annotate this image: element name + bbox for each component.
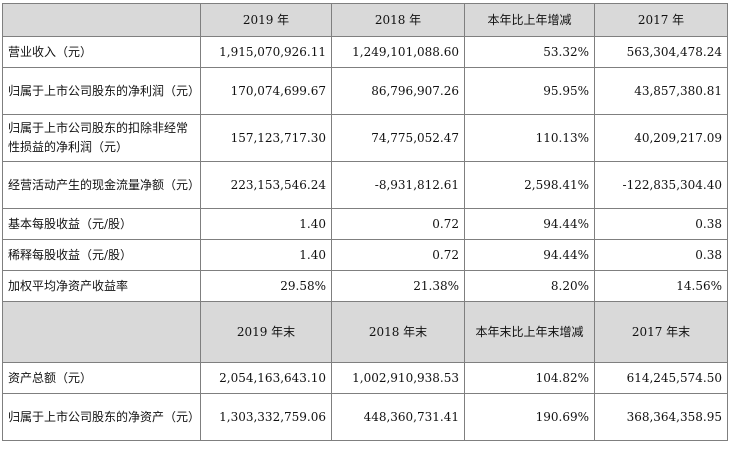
value-cell: 43,857,380.81 (594, 67, 728, 115)
value-cell: 53.32% (464, 36, 595, 68)
table-row: 归属于上市公司股东的净资产（元） 1,303,332,759.06 448,36… (2, 393, 728, 441)
row-label: 基本每股收益（元/股） (2, 208, 201, 240)
value-cell: 1.40 (200, 239, 332, 271)
row-label: 加权平均净资产收益率 (2, 270, 201, 302)
table-row: 营业收入（元） 1,915,070,926.11 1,249,101,088.6… (2, 36, 728, 68)
value-cell: 614,245,574.50 (594, 362, 728, 394)
value-cell: 21.38% (331, 270, 465, 302)
value-cell: 223,153,546.24 (200, 161, 332, 209)
value-cell: 2,054,163,643.10 (200, 362, 332, 394)
value-cell: -122,835,304.40 (594, 161, 728, 209)
value-cell: 0.38 (594, 239, 728, 271)
header-cell-blank (2, 3, 201, 37)
table-row: 资产总额（元） 2,054,163,643.10 1,002,910,938.5… (2, 362, 728, 394)
row-label: 资产总额（元） (2, 362, 201, 394)
header-row-year-end: 2019 年末 2018 年末 本年末比上年末增减 2017 年末 (2, 301, 728, 363)
row-label: 归属于上市公司股东的净资产（元） (2, 393, 201, 441)
table-row: 基本每股收益（元/股） 1.40 0.72 94.44% 0.38 (2, 208, 728, 240)
value-cell: 29.58% (200, 270, 332, 302)
value-cell: 190.69% (464, 393, 595, 441)
value-cell: 157,123,717.30 (200, 114, 332, 162)
header-cell-2017: 2017 年 (594, 3, 728, 37)
header-cell-change: 本年比上年增减 (464, 3, 595, 37)
value-cell: 1.40 (200, 208, 332, 240)
header-cell-2019-end: 2019 年末 (200, 301, 332, 363)
value-cell: 170,074,699.67 (200, 67, 332, 115)
value-cell: 95.95% (464, 67, 595, 115)
header-cell-2018-end: 2018 年末 (331, 301, 465, 363)
value-cell: 448,360,731.41 (331, 393, 465, 441)
header-cell-2017-end: 2017 年末 (594, 301, 728, 363)
value-cell: 86,796,907.26 (331, 67, 465, 115)
value-cell: 40,209,217.09 (594, 114, 728, 162)
row-label: 归属于上市公司股东的扣除非经常性损益的净利润（元） (2, 114, 201, 162)
value-cell: 1,915,070,926.11 (200, 36, 332, 68)
header-row-annual: 2019 年 2018 年 本年比上年增减 2017 年 (2, 3, 728, 37)
value-cell: 368,364,358.95 (594, 393, 728, 441)
header-cell-2019: 2019 年 (200, 3, 332, 37)
key-financial-data-table: 2019 年 2018 年 本年比上年增减 2017 年 营业收入（元） 1,9… (2, 3, 728, 441)
value-cell: 110.13% (464, 114, 595, 162)
value-cell: 14.56% (594, 270, 728, 302)
row-label: 营业收入（元） (2, 36, 201, 68)
value-cell: 0.72 (331, 208, 465, 240)
value-cell: 8.20% (464, 270, 595, 302)
value-cell: 2,598.41% (464, 161, 595, 209)
value-cell: -8,931,812.61 (331, 161, 465, 209)
value-cell: 74,775,052.47 (331, 114, 465, 162)
table-row: 归属于上市公司股东的净利润（元） 170,074,699.67 86,796,9… (2, 67, 728, 115)
header-cell-change-end: 本年末比上年末增减 (464, 301, 595, 363)
value-cell: 104.82% (464, 362, 595, 394)
value-cell: 94.44% (464, 239, 595, 271)
table-row: 经营活动产生的现金流量净额（元） 223,153,546.24 -8,931,8… (2, 161, 728, 209)
value-cell: 0.38 (594, 208, 728, 240)
value-cell: 94.44% (464, 208, 595, 240)
row-label: 归属于上市公司股东的净利润（元） (2, 67, 201, 115)
table-row: 加权平均净资产收益率 29.58% 21.38% 8.20% 14.56% (2, 270, 728, 302)
value-cell: 1,303,332,759.06 (200, 393, 332, 441)
value-cell: 0.72 (331, 239, 465, 271)
row-label: 经营活动产生的现金流量净额（元） (2, 161, 201, 209)
header-cell-blank (2, 301, 201, 363)
table-row: 归属于上市公司股东的扣除非经常性损益的净利润（元） 157,123,717.30… (2, 114, 728, 162)
header-cell-2018: 2018 年 (331, 3, 465, 37)
row-label: 稀释每股收益（元/股） (2, 239, 201, 271)
table-row: 稀释每股收益（元/股） 1.40 0.72 94.44% 0.38 (2, 239, 728, 271)
value-cell: 1,249,101,088.60 (331, 36, 465, 68)
value-cell: 1,002,910,938.53 (331, 362, 465, 394)
value-cell: 563,304,478.24 (594, 36, 728, 68)
